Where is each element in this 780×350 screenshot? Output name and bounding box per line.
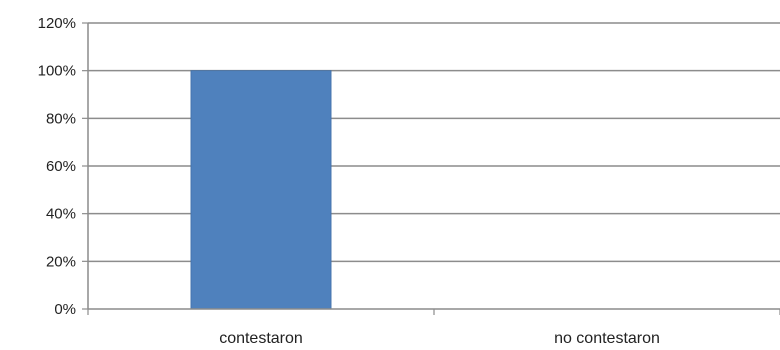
bars xyxy=(190,70,332,310)
y-tick-label: 80% xyxy=(46,110,76,127)
axes xyxy=(82,22,780,315)
y-tick-label: 40% xyxy=(46,206,76,223)
y-tick-label: 20% xyxy=(46,253,76,270)
x-category-labels: contestaron no contestaron xyxy=(219,330,660,347)
y-tick-label: 120% xyxy=(38,15,76,32)
y-tick-label: 60% xyxy=(46,158,76,175)
y-tick-label: 100% xyxy=(38,63,76,80)
y-tick-labels: 0% 20% 40% 60% 80% 100% 120% xyxy=(38,15,76,318)
x-category-label: no contestaron xyxy=(554,330,660,347)
bar-contestaron xyxy=(190,70,332,310)
y-tick-label: 0% xyxy=(54,301,76,318)
x-category-label: contestaron xyxy=(219,330,303,347)
